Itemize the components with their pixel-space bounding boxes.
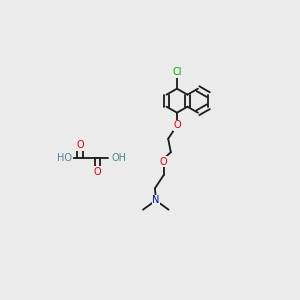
Text: Cl: Cl (172, 68, 182, 77)
Text: HO: HO (57, 153, 72, 164)
Text: O: O (160, 157, 168, 166)
Text: O: O (94, 167, 101, 177)
Text: O: O (76, 140, 84, 150)
Text: N: N (152, 195, 160, 206)
Text: OH: OH (111, 153, 126, 164)
Text: O: O (173, 120, 181, 130)
